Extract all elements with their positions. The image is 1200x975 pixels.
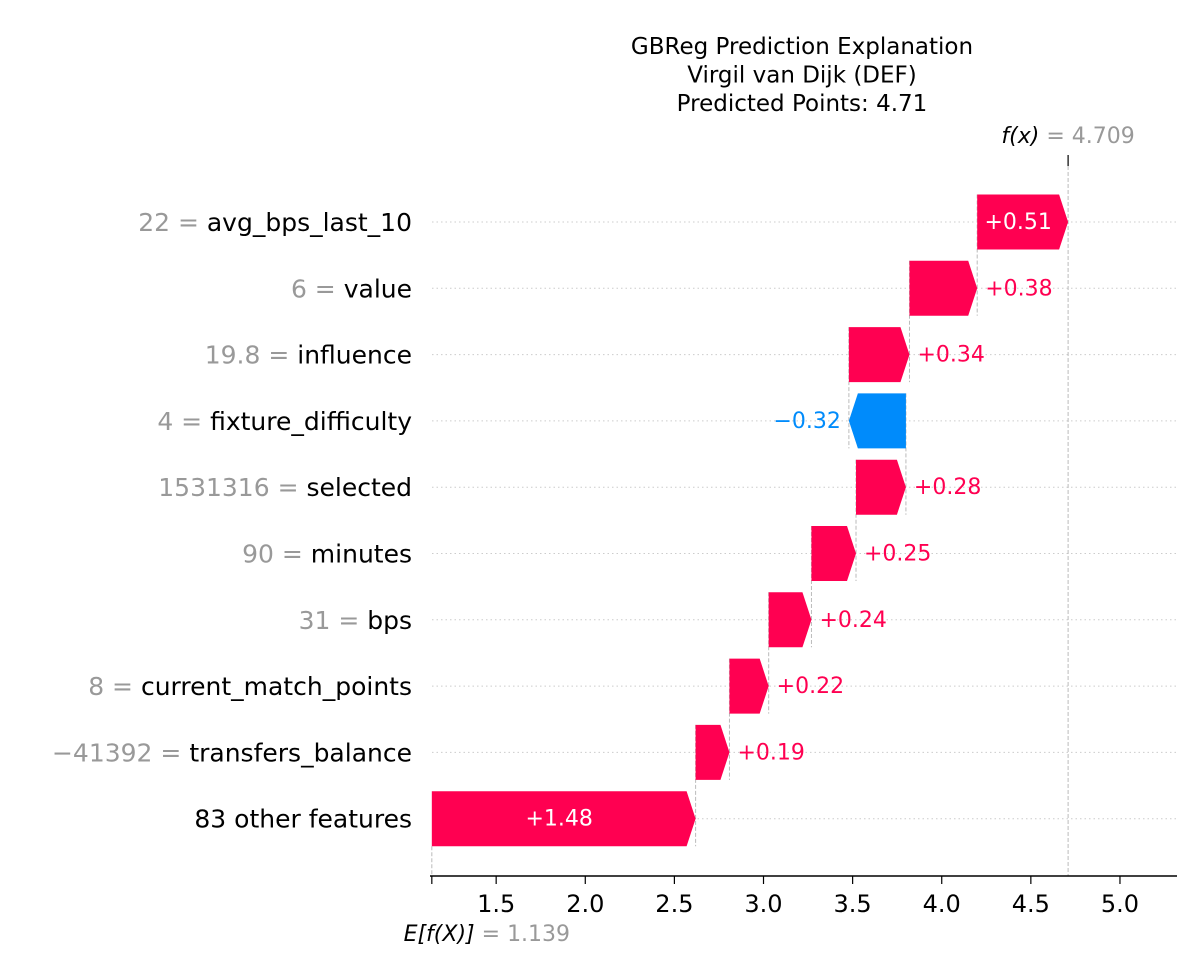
x-axis: 1.5 2.0 2.5 3.0 3.5 4.0 4.5 5.0 <box>430 875 1177 918</box>
feature-name: value <box>344 274 412 303</box>
feature-label: 31 = bps <box>299 606 412 635</box>
feature-label: 83 other features <box>194 805 412 834</box>
output-value-label: f(x) = 4.709 <box>1001 124 1134 149</box>
chart-title: GBReg Prediction Explanation Virgil van D… <box>631 34 973 117</box>
x-tick-label: 4.5 <box>1012 890 1050 918</box>
bar-value-label: +0.25 <box>864 542 931 567</box>
feature-name: fixture_difficulty <box>210 407 412 436</box>
feature-name: 83 other features <box>194 805 412 834</box>
base-value-annotation: E[f(X)] = 1.139 <box>404 922 570 947</box>
x-tick-label: 3.0 <box>744 890 782 918</box>
base-value-label: E[f(X)] = 1.139 <box>404 922 570 947</box>
bar-influence <box>848 327 910 383</box>
bar-selected <box>856 459 906 515</box>
feature-value: 19.8 <box>205 341 261 370</box>
feature-name: minutes <box>311 540 412 569</box>
feature-value: 8 <box>88 672 104 701</box>
feature-label: 19.8 = influence <box>205 341 412 370</box>
bar-value-label: +0.51 <box>984 210 1051 235</box>
row-gridlines <box>432 221 1177 820</box>
feature-value: 1531316 <box>158 473 269 502</box>
title-line-1: GBReg Prediction Explanation <box>631 34 973 60</box>
bar-83-other-features <box>431 791 696 847</box>
bar-value-label: +0.28 <box>914 475 981 500</box>
x-tick-label: 3.5 <box>834 890 872 918</box>
feature-labels: 22 = avg_bps_last_10 6 = value 19.8 = infl… <box>52 208 412 834</box>
feature-name: influence <box>297 341 412 370</box>
feature-name: current_match_points <box>141 672 412 701</box>
feature-label: 4 = fixture_difficulty <box>157 407 412 436</box>
title-line-2: Virgil van Dijk (DEF) <box>687 63 917 89</box>
x-tick-label: 1.5 <box>477 890 515 918</box>
feature-value: 4 <box>157 407 173 436</box>
title-line-3: Predicted Points: 4.71 <box>677 91 928 117</box>
base-value: 1.139 <box>507 922 570 947</box>
feature-label: 90 = minutes <box>242 540 412 569</box>
bar-value-label: +1.48 <box>526 807 593 832</box>
feature-name: avg_bps_last_10 <box>207 208 412 237</box>
feature-label: −41392 = transfers_balance <box>52 738 412 767</box>
bar-value-label: +0.19 <box>737 740 804 765</box>
x-tick-label: 4.0 <box>923 890 961 918</box>
output-value-prefix: f(x) <box>1001 124 1039 149</box>
feature-name: bps <box>367 606 412 635</box>
feature-value: −41392 <box>52 738 152 767</box>
feature-label: 8 = current_match_points <box>88 672 412 701</box>
bar-value-label: +0.34 <box>917 343 984 368</box>
x-tick-label: 5.0 <box>1101 890 1139 918</box>
bar-value-label: +0.24 <box>819 608 886 633</box>
bar-value <box>909 260 978 316</box>
feature-value: 31 <box>299 606 331 635</box>
bar-transfers-balance <box>695 724 730 780</box>
bar-value-label: −0.32 <box>773 409 840 434</box>
base-value-prefix: E[f(X)] <box>404 922 475 947</box>
feature-value: 90 <box>242 540 274 569</box>
bar-fixture-difficulty <box>848 393 906 449</box>
bar-avg-bps-last-10 <box>977 194 1069 250</box>
feature-value: 6 <box>291 274 307 303</box>
x-tick-label: 2.0 <box>566 890 604 918</box>
feature-name: selected <box>306 473 412 502</box>
bar-value-label: +0.38 <box>985 276 1052 301</box>
feature-value: 22 <box>138 208 170 237</box>
bar-minutes <box>811 526 857 581</box>
feature-label: 6 = value <box>291 274 412 303</box>
feature-label: 22 = avg_bps_last_10 <box>138 208 412 237</box>
guide-lines <box>431 155 1069 876</box>
bar-value-label: +0.22 <box>777 674 844 699</box>
bar-bps <box>768 592 812 648</box>
feature-label: 1531316 = selected <box>158 473 412 502</box>
output-value: 4.709 <box>1072 124 1135 149</box>
output-value-annotation: f(x) = 4.709 <box>1001 124 1134 149</box>
x-tick-label: 2.5 <box>655 890 693 918</box>
feature-name: transfers_balance <box>189 738 412 767</box>
contribution-bars: +0.51 +0.38 +0.34 −0.32 +0.28 +0.25 +0.24 +0.22… <box>431 194 1069 847</box>
bar-current-match-points <box>729 658 769 714</box>
